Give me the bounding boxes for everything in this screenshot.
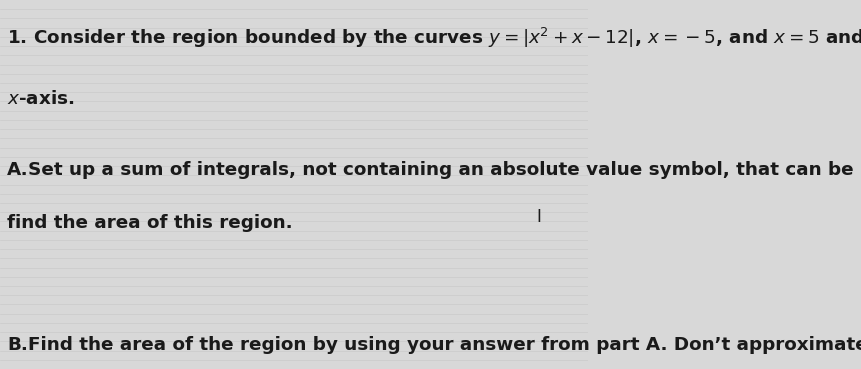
Text: I: I <box>536 208 542 227</box>
Text: B.: B. <box>7 336 28 354</box>
Text: find the area of this region.: find the area of this region. <box>7 214 293 232</box>
Text: $x$-axis.: $x$-axis. <box>7 90 75 108</box>
Text: 1. Consider the region bounded by the curves $y = |x^2 + x - 12|$, $x = -5$, and: 1. Consider the region bounded by the cu… <box>7 26 861 50</box>
Text: A.: A. <box>7 161 28 179</box>
Text: Find the area of the region by using your answer from part A. Don’t approximate : Find the area of the region by using you… <box>28 336 861 354</box>
Text: Set up a sum of integrals, not containing an absolute value symbol, that can be : Set up a sum of integrals, not containin… <box>28 161 861 179</box>
